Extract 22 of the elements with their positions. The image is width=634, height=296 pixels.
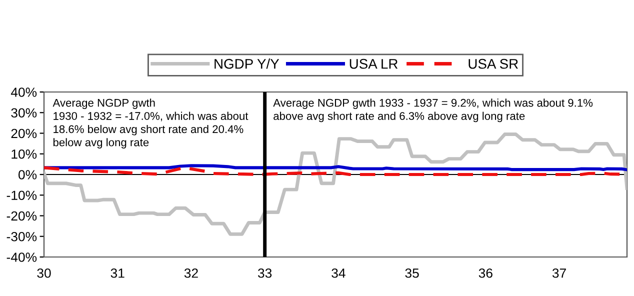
y-tick-label: 40% xyxy=(10,88,37,97)
x-tick-label: 33 xyxy=(258,268,272,278)
x-tick-label: 31 xyxy=(110,268,124,278)
y-tick-label: 30% xyxy=(11,108,37,118)
annotation: Average NGDP gwth 1930 - 1932 = -17.0%, which was about 18.6% below avg short rate and 20.4% below avg long rate xyxy=(52,98,248,148)
y-tick-label: 10% xyxy=(12,149,37,159)
y-tick-label: 0% xyxy=(18,170,37,180)
y-tick-label: 20% xyxy=(11,128,37,138)
x-tick-label: 32 xyxy=(184,268,198,278)
y-tick-label: -30% xyxy=(6,232,37,242)
legend-label: USA SR xyxy=(468,58,518,69)
annotation: Average NGDP gwth 1933 - 1937 = 9.2%, which was about 9.1% above avg short rate and 6.3% above avg long rate xyxy=(273,98,593,122)
y-tick-label: -40% xyxy=(6,252,37,262)
x-tick-label: 30 xyxy=(37,268,51,278)
y-tick-label: -20% xyxy=(6,211,37,221)
x-tick-label: 36 xyxy=(478,268,492,278)
x-tick-label: 35 xyxy=(405,268,419,278)
legend-label: USA LR xyxy=(350,58,398,69)
x-tick-label: 37 xyxy=(552,268,566,278)
y-tick-label: -10% xyxy=(6,190,37,200)
x-tick-label: 34 xyxy=(332,268,346,278)
legend-label: NGDP Y/Y xyxy=(214,58,280,69)
